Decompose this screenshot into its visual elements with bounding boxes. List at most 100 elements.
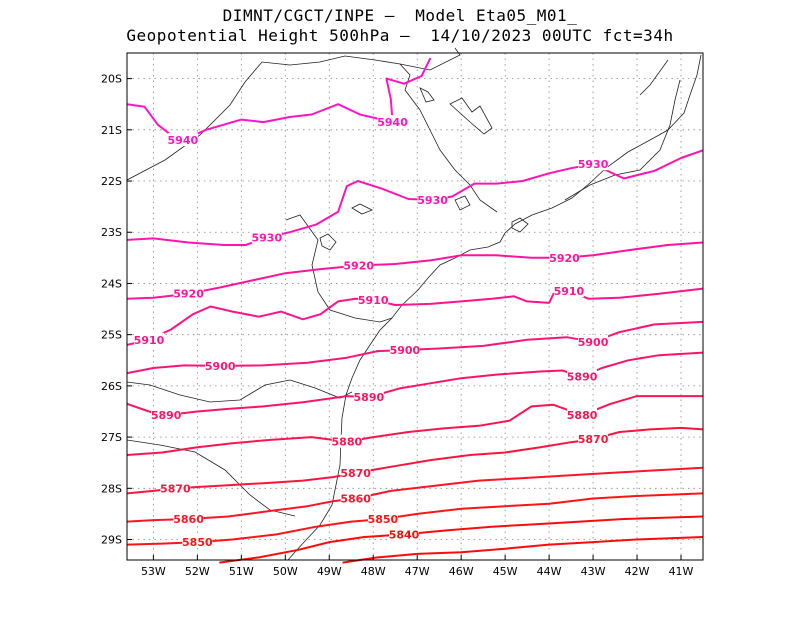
state-border-1 <box>126 55 498 213</box>
contour-label-5920: 5920 <box>343 260 374 273</box>
contour-label-bg <box>567 369 598 383</box>
contour-label-5890: 5890 <box>354 391 385 404</box>
contour-label-bg <box>553 284 584 298</box>
contour-5910 <box>126 287 704 346</box>
contour-label-bg <box>340 465 371 479</box>
contour-5890 <box>126 351 704 417</box>
contour-label-bg <box>389 343 420 357</box>
contour-label-bg <box>578 334 609 348</box>
contour-label-5850: 5850 <box>368 513 399 526</box>
contour-label-5940: 5940 <box>377 116 408 129</box>
x-tick-label: 42W <box>625 565 650 578</box>
contour-label-bg <box>377 115 408 129</box>
bay-outline <box>511 217 529 233</box>
y-tick-label: 24S <box>101 277 122 290</box>
y-tick-label: 28S <box>101 482 122 495</box>
y-tick-label: 22S <box>101 175 122 188</box>
y-tick-label: 23S <box>101 226 122 239</box>
contour-label-5850: 5850 <box>182 536 213 549</box>
contour-label-5840: 5840 <box>389 528 420 541</box>
lat-lon-grid <box>127 53 703 560</box>
contour-label-5870: 5870 <box>340 467 371 480</box>
geography-outlines <box>126 47 702 561</box>
height-contours <box>126 57 704 564</box>
contour-label-bg <box>578 157 609 171</box>
contour-label-5880: 5880 <box>567 409 598 422</box>
x-tick-label: 43W <box>581 565 606 578</box>
contour-labels: 5940 5940 5930 5930 5930 5920 5920 5920 5910 5910… <box>134 115 609 549</box>
contour-label-5900: 5900 <box>205 360 236 373</box>
contour-label-bg <box>549 250 580 264</box>
x-tick-label: 45W <box>493 565 518 578</box>
x-tick-label: 47W <box>405 565 430 578</box>
x-tick-label: 53W <box>141 565 166 578</box>
contour-label-bg <box>353 390 384 404</box>
x-tick-label: 44W <box>537 565 562 578</box>
state-border-2 <box>399 47 461 71</box>
contour-label-5930: 5930 <box>252 231 283 244</box>
contour-label-5940: 5940 <box>168 134 199 147</box>
contour-label-bg <box>358 292 389 306</box>
state-border-6 <box>564 79 681 201</box>
contour-label-5890: 5890 <box>151 409 182 422</box>
reservoir-1 <box>449 97 493 135</box>
contour-5880 <box>126 395 703 456</box>
contour-label-5910: 5910 <box>134 334 165 347</box>
contour-label-5900: 5900 <box>578 336 609 349</box>
contour-5830 <box>342 536 704 564</box>
contour-label-bg <box>205 358 236 372</box>
state-border-5 <box>126 439 296 517</box>
contour-label-bg <box>340 491 371 505</box>
x-tick-label: 52W <box>185 565 210 578</box>
y-tick-label: 29S <box>101 534 122 547</box>
x-tick-label: 51W <box>229 565 254 578</box>
contour-label-bg <box>251 230 282 244</box>
contour-label-5900: 5900 <box>390 344 421 357</box>
contour-label-5930: 5930 <box>578 158 609 171</box>
contour-label-5880: 5880 <box>332 436 363 449</box>
lagoon-outline <box>319 233 337 251</box>
contour-5840 <box>219 515 704 564</box>
contour-label-bg <box>167 133 198 147</box>
state-border-3 <box>285 214 393 323</box>
contour-label-bg <box>331 434 362 448</box>
contour-label-5910: 5910 <box>358 294 389 307</box>
y-tick-label: 25S <box>101 329 122 342</box>
island-outline-2 <box>351 203 373 215</box>
contour-label-bg <box>173 512 204 526</box>
contour-5860 <box>126 466 704 523</box>
plot-border <box>126 52 704 561</box>
contour-label-5860: 5860 <box>173 513 204 526</box>
contour-label-5920: 5920 <box>173 288 204 301</box>
axis-ticks: 53W 52W 51W 50W 49W 48W 47W 46W 45W 44W 43W 42W 41W 2… <box>101 73 694 578</box>
x-tick-label: 41W <box>669 565 694 578</box>
title-line-1: DIMNT/CGCT/INPE – Model Eta05_M01_ <box>222 6 578 25</box>
contour-label-bg <box>151 408 182 422</box>
contour-5870 <box>126 426 704 495</box>
coastline <box>287 54 702 561</box>
contour-label-5920: 5920 <box>549 252 580 265</box>
contour-label-5870: 5870 <box>578 433 609 446</box>
contour-label-bg <box>173 286 204 300</box>
contour-label-bg <box>578 432 609 446</box>
contour-label-bg <box>343 258 374 272</box>
y-tick-label: 26S <box>101 380 122 393</box>
contour-label-5910: 5910 <box>554 285 585 298</box>
contour-label-bg <box>160 481 191 495</box>
contour-label-5930: 5930 <box>417 194 448 207</box>
contour-label-5890: 5890 <box>567 371 598 384</box>
contour-label-5860: 5860 <box>340 493 371 506</box>
contour-label-bg <box>417 192 448 206</box>
plot-frame <box>126 52 704 561</box>
x-tick-label: 50W <box>273 565 298 578</box>
contour-label-bg <box>567 408 598 422</box>
state-border-7 <box>639 59 669 96</box>
contour-label-bg <box>389 527 420 541</box>
contour-5920 <box>126 241 704 300</box>
y-tick-label: 20S <box>101 73 122 86</box>
title-line-2: Geopotential Height 500hPa – 14/10/2023 … <box>126 26 674 45</box>
contour-5930 <box>126 149 704 246</box>
x-tick-label: 48W <box>361 565 386 578</box>
contour-label-bg <box>182 535 213 549</box>
